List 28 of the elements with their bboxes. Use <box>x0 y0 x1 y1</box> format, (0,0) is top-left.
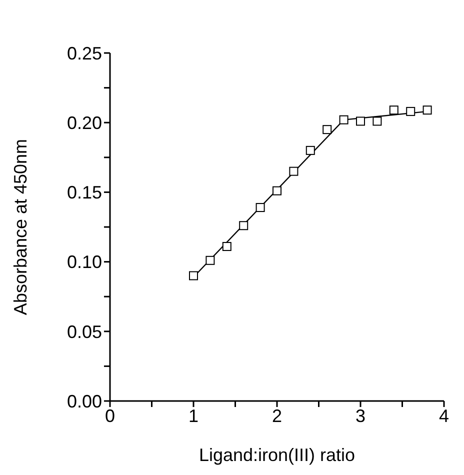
y-tick-label: 0.00 <box>66 391 102 412</box>
x-tick-label: 4 <box>438 406 450 426</box>
x-tick-label: 3 <box>355 406 366 426</box>
point <box>322 125 332 134</box>
point <box>406 106 416 116</box>
point <box>306 146 315 155</box>
point <box>389 106 398 115</box>
point <box>272 186 282 196</box>
y-tick-label: 0.20 <box>66 112 102 133</box>
point <box>206 256 215 265</box>
point <box>356 116 365 126</box>
point <box>256 203 265 212</box>
y-tick-label: 0.05 <box>66 322 102 342</box>
y-axis-title: Absorbance at 450nm <box>10 138 30 316</box>
point <box>422 106 432 115</box>
x-tick-label: 0 <box>104 406 116 426</box>
x-axis-title: Ligand:iron(III) ratio <box>198 445 356 465</box>
point <box>289 166 298 176</box>
point <box>189 271 198 280</box>
y-tick-label: 0.25 <box>66 43 102 64</box>
point <box>239 221 248 230</box>
point <box>222 242 232 251</box>
y-tick-label: 0.10 <box>66 252 102 272</box>
x-tick-label: 2 <box>272 406 282 426</box>
y-tick-label: 0.15 <box>66 182 102 203</box>
point <box>372 116 382 126</box>
point <box>339 115 348 124</box>
x-tick-label: 1 <box>188 406 199 426</box>
